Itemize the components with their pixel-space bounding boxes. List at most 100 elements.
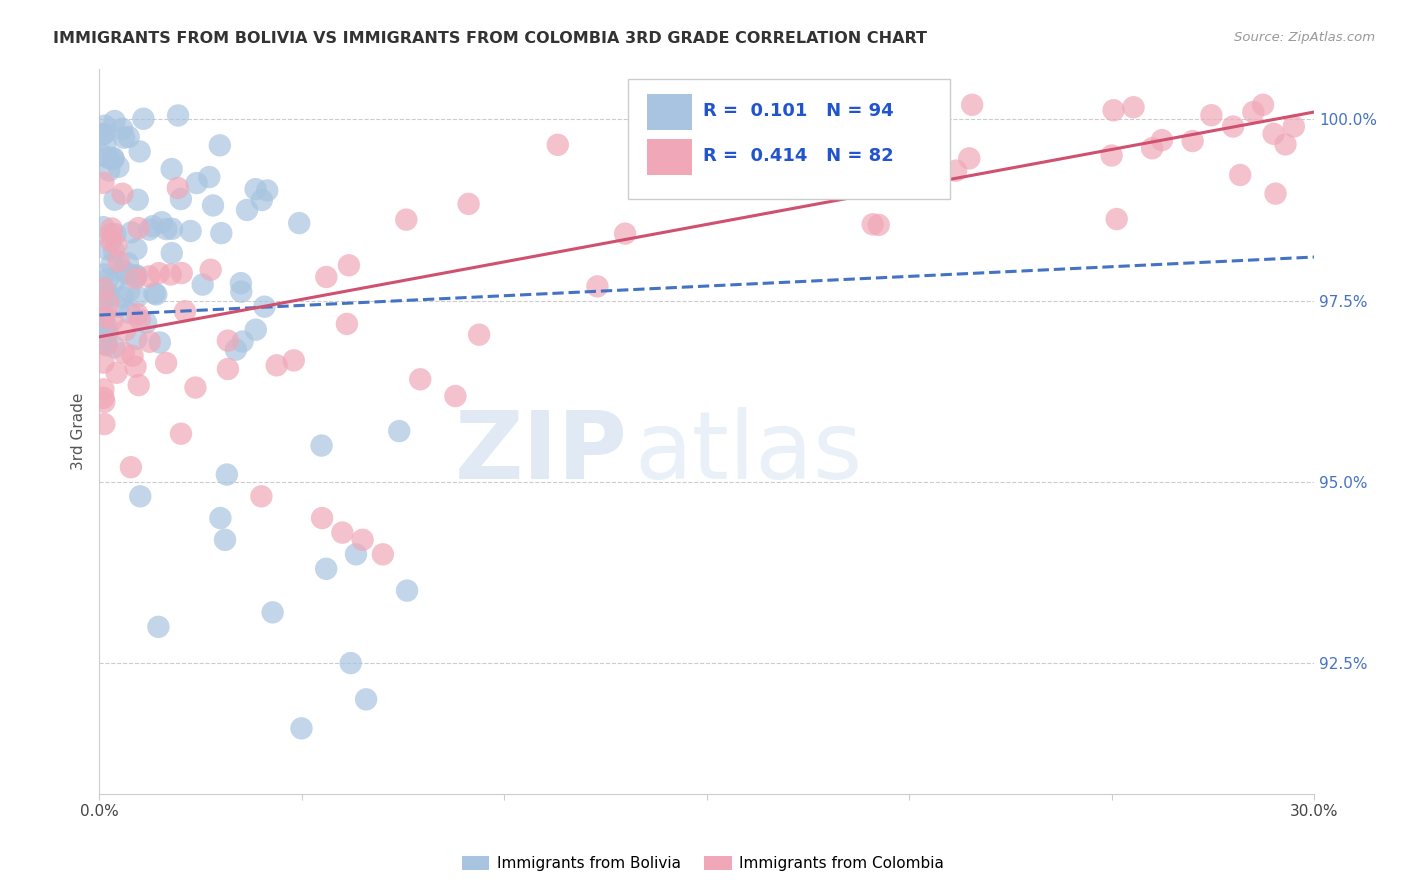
Point <box>103 193 125 207</box>
Point <box>111 263 134 277</box>
Point <box>352 533 374 547</box>
Point <box>225 343 247 357</box>
Point <box>311 511 333 525</box>
Point <box>395 212 418 227</box>
Point <box>229 276 252 290</box>
Point <box>93 318 115 332</box>
Point <box>127 307 149 321</box>
Point <box>371 547 394 561</box>
Point <box>125 269 148 284</box>
Text: R =  0.414   N = 82: R = 0.414 N = 82 <box>703 146 894 164</box>
Point <box>93 310 115 325</box>
Point <box>184 380 207 394</box>
Point <box>409 372 432 386</box>
Point <box>132 112 155 126</box>
Point <box>121 225 143 239</box>
Point <box>200 262 222 277</box>
Point <box>128 145 150 159</box>
Point <box>107 160 129 174</box>
Point <box>231 285 253 299</box>
Point <box>93 310 115 324</box>
Point <box>96 318 118 333</box>
Point <box>957 152 980 166</box>
Point <box>120 460 142 475</box>
Point <box>143 286 166 301</box>
Point <box>125 242 148 256</box>
Point <box>103 275 125 289</box>
Point <box>547 137 569 152</box>
Point <box>149 335 172 350</box>
Point <box>127 221 149 235</box>
Point <box>138 334 160 349</box>
Point <box>100 234 122 248</box>
Point <box>160 162 183 177</box>
Point <box>253 300 276 314</box>
Point <box>100 221 122 235</box>
Y-axis label: 3rd Grade: 3rd Grade <box>72 392 86 470</box>
Point <box>105 238 128 252</box>
Text: IMMIGRANTS FROM BOLIVIA VS IMMIGRANTS FROM COLOMBIA 3RD GRADE CORRELATION CHART: IMMIGRANTS FROM BOLIVIA VS IMMIGRANTS FR… <box>53 31 928 46</box>
Point <box>93 220 115 235</box>
Point <box>174 304 197 318</box>
Point <box>468 327 491 342</box>
Point <box>148 620 170 634</box>
Point <box>93 356 115 370</box>
Point <box>1105 212 1128 227</box>
Point <box>101 313 124 327</box>
Point <box>214 533 236 547</box>
Point <box>160 246 183 260</box>
Point <box>159 268 181 282</box>
Point <box>1241 105 1264 120</box>
Point <box>112 130 135 145</box>
Point <box>231 334 253 349</box>
Point <box>1282 120 1305 134</box>
Point <box>112 345 135 359</box>
FancyBboxPatch shape <box>628 79 949 199</box>
Point <box>1263 127 1285 141</box>
Point <box>167 108 190 122</box>
Point <box>1251 97 1274 112</box>
Point <box>344 547 367 561</box>
Point <box>262 605 284 619</box>
Point <box>129 312 152 326</box>
Point <box>1101 148 1123 162</box>
Point <box>209 511 232 525</box>
Point <box>396 583 419 598</box>
Point <box>97 287 120 301</box>
Point <box>93 148 115 162</box>
Point <box>354 692 377 706</box>
Point <box>315 269 337 284</box>
Point <box>107 254 129 268</box>
Point <box>1140 141 1163 155</box>
Text: Source: ZipAtlas.com: Source: ZipAtlas.com <box>1234 31 1375 45</box>
Point <box>457 197 479 211</box>
Point <box>960 97 983 112</box>
Point <box>217 362 239 376</box>
Point <box>209 226 232 240</box>
Point <box>614 227 637 241</box>
Point <box>93 176 115 190</box>
Point <box>103 244 125 259</box>
Point <box>1201 108 1223 122</box>
FancyBboxPatch shape <box>647 139 692 175</box>
Point <box>97 151 120 165</box>
Point <box>138 222 160 236</box>
Point <box>105 366 128 380</box>
Point <box>311 439 333 453</box>
Text: ZIP: ZIP <box>456 407 628 499</box>
Point <box>150 215 173 229</box>
Point <box>104 227 127 242</box>
FancyBboxPatch shape <box>647 94 692 130</box>
Point <box>155 356 177 370</box>
Point <box>250 489 273 503</box>
Legend: Immigrants from Bolivia, Immigrants from Colombia: Immigrants from Bolivia, Immigrants from… <box>456 849 950 877</box>
Point <box>97 296 120 310</box>
Point <box>97 272 120 286</box>
Point <box>315 562 337 576</box>
Point <box>96 338 118 352</box>
Point <box>1150 133 1173 147</box>
Point <box>135 316 157 330</box>
Point <box>332 525 354 540</box>
Point <box>166 181 188 195</box>
Point <box>388 424 411 438</box>
